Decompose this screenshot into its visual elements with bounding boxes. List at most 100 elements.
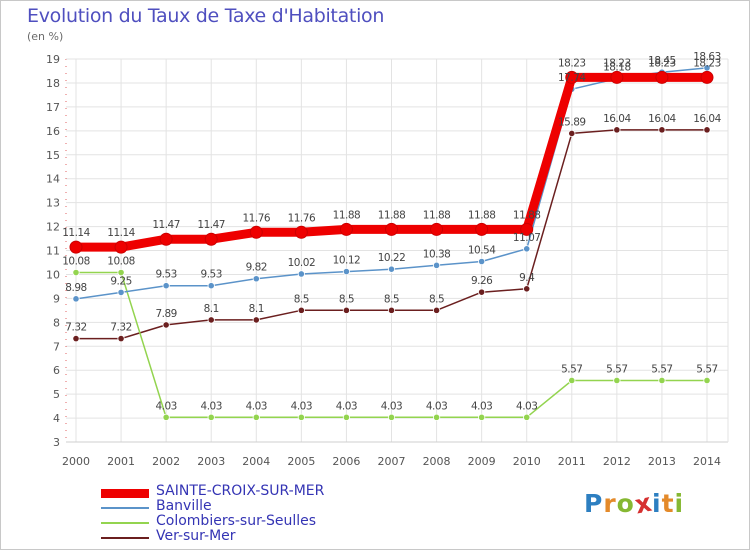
y-tick-label: 8 <box>53 316 60 329</box>
data-point <box>339 222 353 236</box>
x-tick-label: 2007 <box>378 455 406 468</box>
data-label: 16.04 <box>693 113 721 125</box>
data-label: 8.1 <box>249 303 264 315</box>
data-point <box>568 376 576 385</box>
series-ver-sur-mer <box>72 126 711 343</box>
legend-label: Colombiers-sur-Seulles <box>156 513 317 529</box>
x-tick-label: 2004 <box>242 455 270 468</box>
series-layer <box>69 64 714 421</box>
logo-letter: P <box>584 489 604 518</box>
x-tick-label: 2002 <box>152 455 180 468</box>
data-label: 4.03 <box>291 400 312 412</box>
data-label: 10.22 <box>378 252 406 264</box>
data-point <box>610 70 624 84</box>
data-point <box>159 232 173 246</box>
y-tick-label: 10 <box>46 268 60 281</box>
data-label: 18.45 <box>648 55 676 67</box>
y-tick-label: 11 <box>46 245 60 258</box>
y-tick-label: 4 <box>53 412 60 425</box>
legend-swatch <box>101 507 149 509</box>
data-point <box>207 316 215 324</box>
data-label: 4.03 <box>426 400 447 412</box>
proxiti-logo: Proxiti <box>584 488 684 520</box>
y-tick-label: 17 <box>46 101 60 114</box>
data-point <box>162 282 170 290</box>
x-tick-label: 2008 <box>423 455 451 468</box>
logo-letter: t <box>661 489 675 518</box>
data-point <box>523 245 531 253</box>
data-point <box>387 306 396 314</box>
data-label: 4.03 <box>336 400 357 412</box>
series-sainte-croix-sur-mer <box>69 70 714 254</box>
x-tick-label: 2011 <box>558 455 586 468</box>
y-tick-label: 12 <box>46 221 60 234</box>
data-label: 11.07 <box>513 232 541 244</box>
data-point <box>700 70 714 84</box>
x-tick-label: 2001 <box>107 455 135 468</box>
data-point <box>117 288 125 296</box>
legend-swatch <box>101 488 149 498</box>
data-label: 18.23 <box>558 57 586 69</box>
data-label: 10.12 <box>333 255 361 267</box>
data-point <box>478 413 486 421</box>
x-tick-label: 2012 <box>603 455 631 468</box>
x-tick-label: 2006 <box>332 455 360 468</box>
data-label: 5.57 <box>651 363 672 375</box>
data-point <box>207 413 215 421</box>
data-label: 11.76 <box>243 212 271 224</box>
data-point <box>613 376 621 385</box>
legend-label: Ver-sur-Mer <box>156 528 236 544</box>
data-point <box>72 334 80 343</box>
y-tick-label: 7 <box>53 340 60 353</box>
data-label: 11.14 <box>62 227 90 239</box>
data-label: 9.26 <box>471 275 493 287</box>
data-point <box>430 222 444 236</box>
legend-item: SAINTE-CROIX-SUR-MER <box>101 483 431 500</box>
data-label: 10.54 <box>468 245 496 257</box>
data-point <box>249 225 263 239</box>
y-tick-label: 15 <box>46 149 60 162</box>
logo-letter: r <box>603 489 617 518</box>
data-point <box>432 306 441 314</box>
data-label: 4.03 <box>201 400 222 412</box>
data-point <box>385 222 398 236</box>
data-point <box>613 126 621 134</box>
data-point <box>342 413 351 421</box>
data-label: 9.82 <box>246 262 267 274</box>
data-point <box>162 321 170 329</box>
data-point <box>432 413 441 421</box>
data-label: 16.04 <box>603 113 631 125</box>
data-label: 18.23 <box>693 57 721 69</box>
legend-swatch <box>101 537 149 539</box>
data-label: 4.03 <box>471 400 492 412</box>
data-point <box>297 413 305 421</box>
data-label: 4.03 <box>516 400 537 412</box>
data-label: 9.53 <box>155 269 176 281</box>
data-label: 11.14 <box>107 227 135 239</box>
x-tick-label: 2000 <box>62 455 90 468</box>
logo-letter: o <box>616 489 635 518</box>
y-tick-label: 19 <box>46 53 60 66</box>
data-label: 7.89 <box>155 308 176 320</box>
x-tick-label: 2005 <box>287 455 315 468</box>
data-label: 8.5 <box>339 293 354 305</box>
y-tick-label: 3 <box>53 436 60 449</box>
data-label: 7.32 <box>110 322 131 334</box>
data-point <box>72 295 80 303</box>
data-label: 5.57 <box>561 363 582 375</box>
data-label: 8.5 <box>384 293 399 305</box>
series-colombiers-sur-seulles <box>72 268 711 421</box>
x-tick-label: 2010 <box>513 455 541 468</box>
data-point <box>475 222 489 236</box>
y-tick-label: 18 <box>46 77 60 90</box>
data-label: 18.18 <box>603 62 631 74</box>
data-label: 11.76 <box>288 212 316 224</box>
y-tick-label: 6 <box>53 364 60 377</box>
data-point <box>342 267 351 276</box>
data-label: 18.23 <box>603 57 631 69</box>
y-tick-label: 16 <box>46 125 60 138</box>
y-tick-label: 13 <box>46 197 60 210</box>
x-tick-label: 2013 <box>648 455 676 468</box>
chart-unit-label: (en %) <box>27 30 64 43</box>
